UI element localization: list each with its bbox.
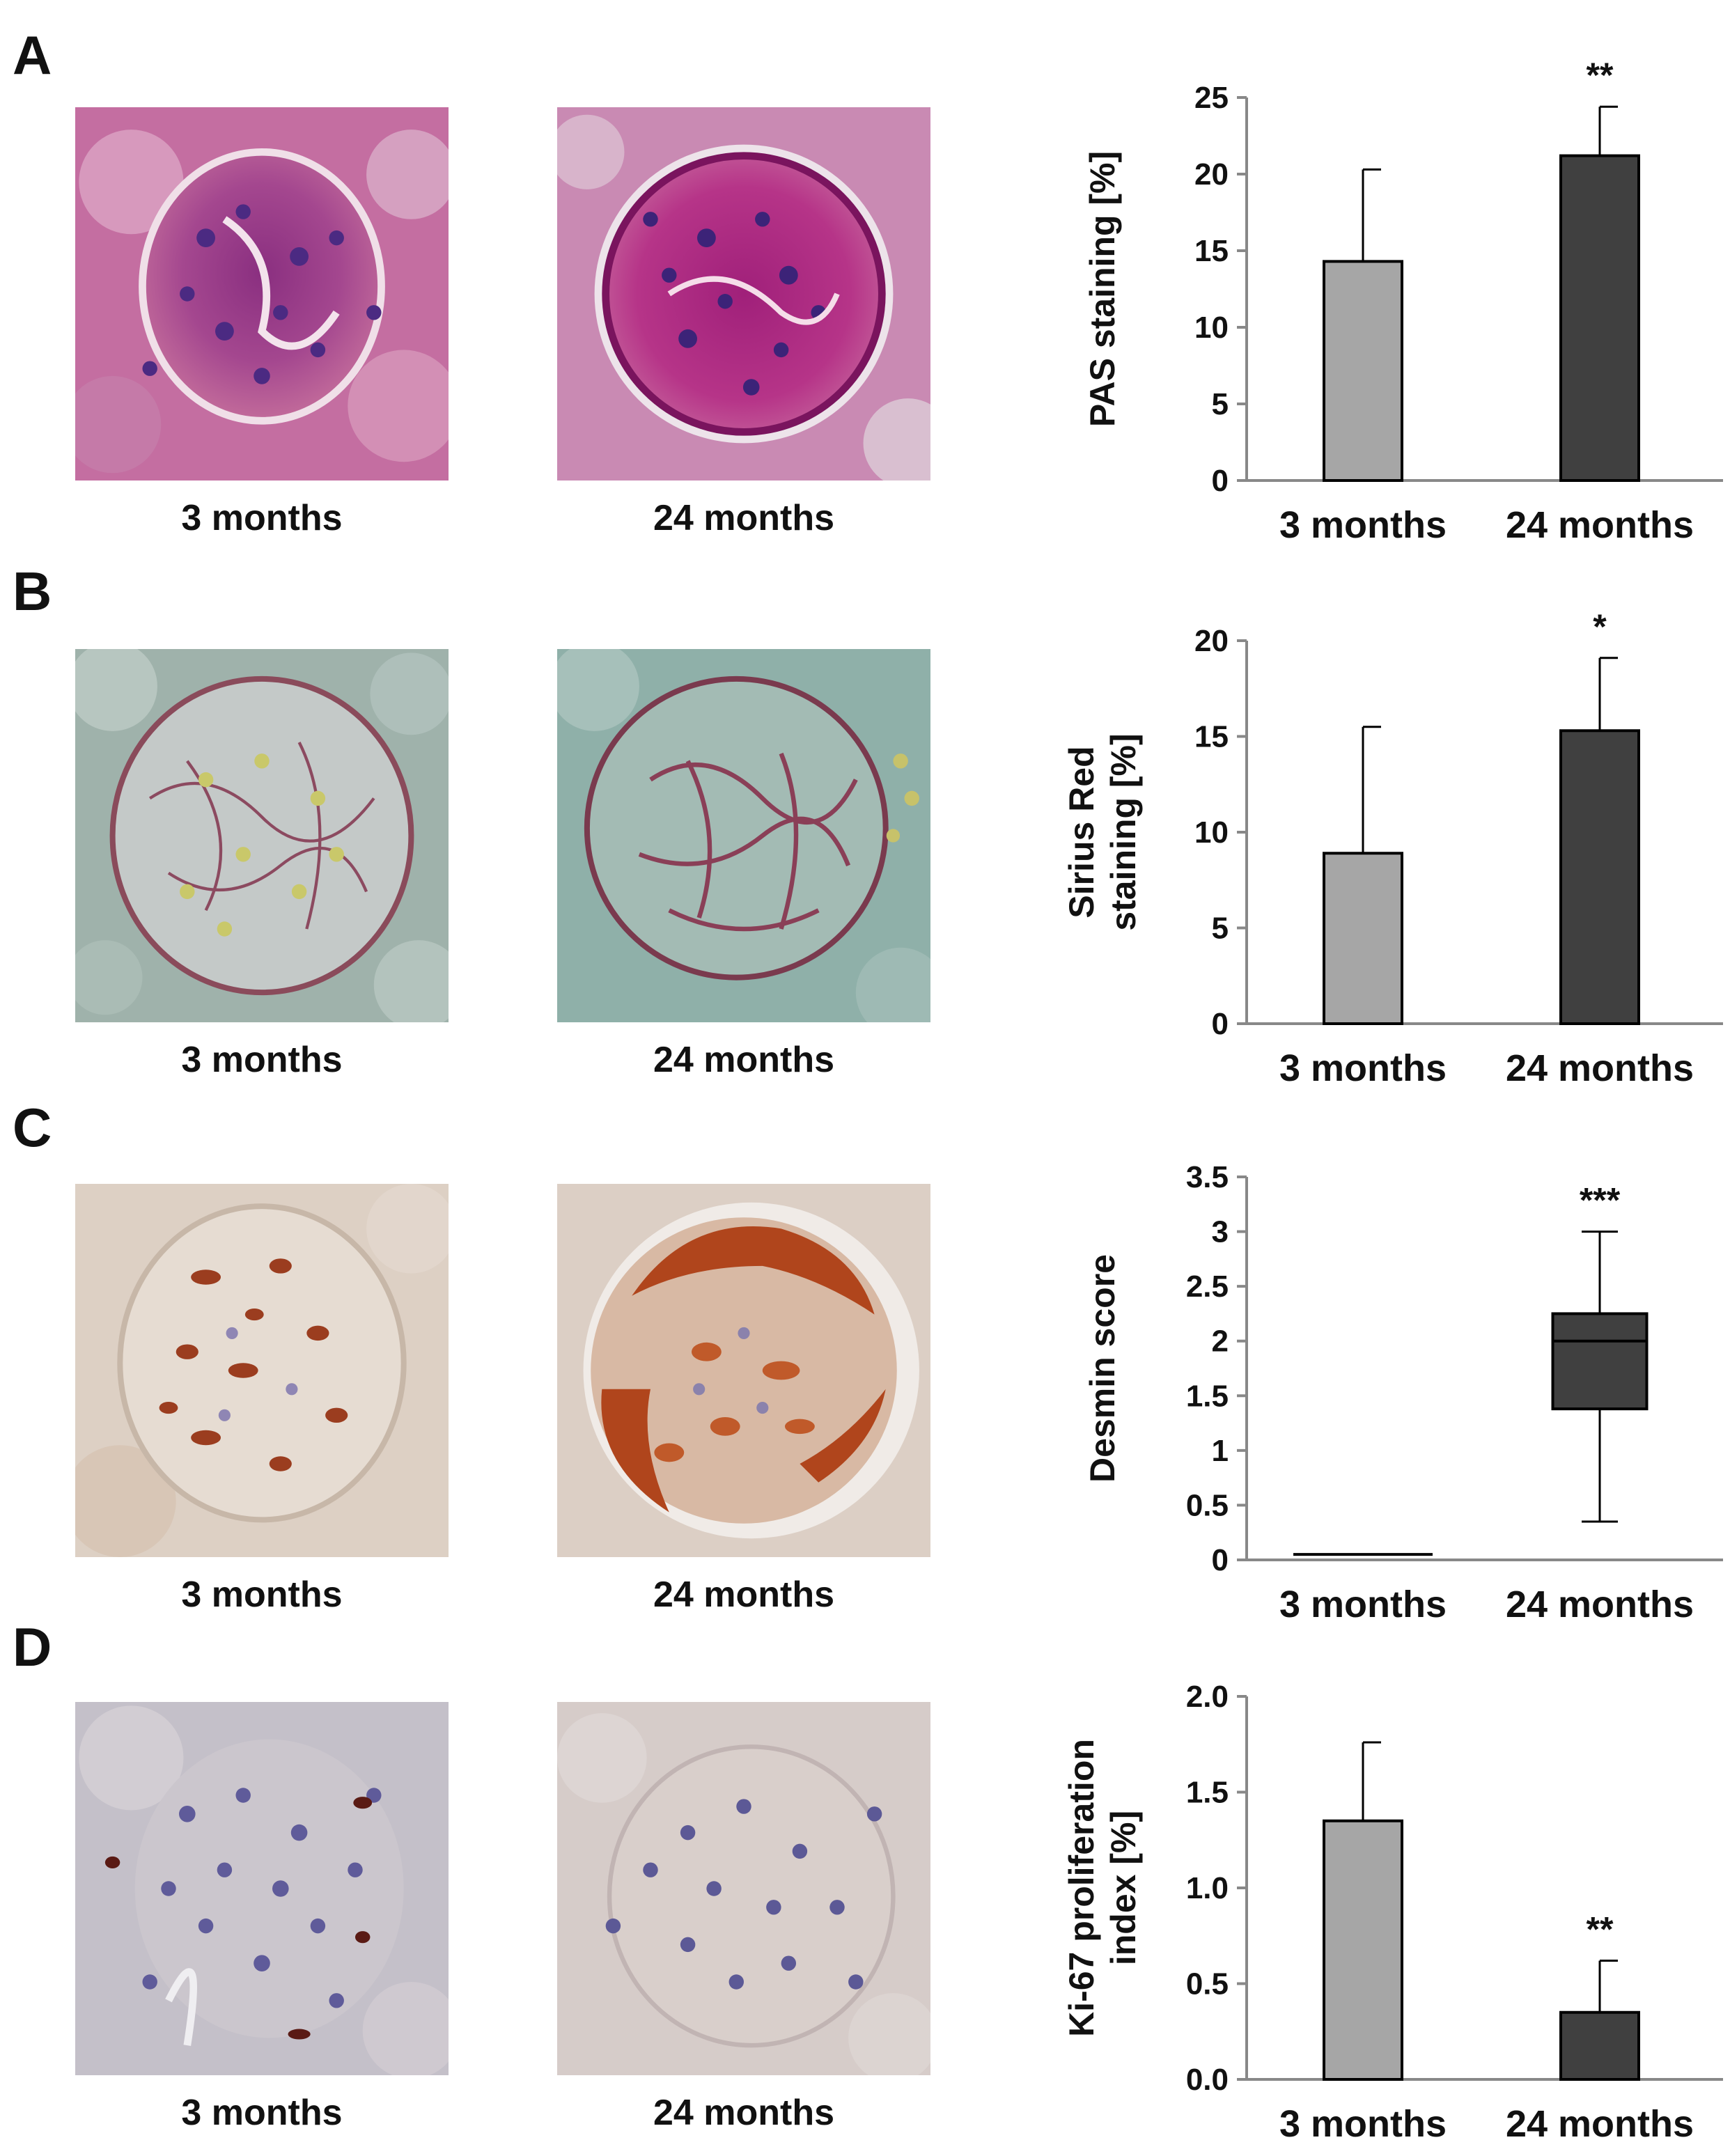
y-tick-label: 5 (1212, 387, 1229, 421)
micrograph-caption: 24 months (653, 2093, 835, 2133)
y-tick-label: 5 (1212, 912, 1229, 946)
box (1551, 1312, 1649, 1411)
panel-letter-d: D (13, 1616, 52, 1678)
y-tick-label: 0.5 (1186, 1488, 1229, 1522)
y-tick-label: 0.5 (1186, 1967, 1229, 2001)
micrograph-caption: 24 months (653, 1575, 835, 1615)
y-tick-label: 2 (1212, 1325, 1229, 1359)
x-category-label: 24 months (1506, 2103, 1694, 2145)
panel-letter-c: C (13, 1097, 52, 1158)
pas-micrograph-image (75, 107, 449, 481)
micrograph-ki67-24-months (557, 1702, 930, 2075)
ki67-micrograph-image (75, 1702, 449, 2075)
y-tick-label: 0 (1212, 1007, 1229, 1041)
bar (1323, 852, 1403, 1025)
y-tick-label: 0 (1212, 464, 1229, 498)
micrograph-ki67-3-months (75, 1702, 449, 2075)
desmin-micrograph-image (557, 1184, 930, 1557)
bar (1559, 729, 1640, 1025)
significance-marker: ** (1587, 56, 1614, 95)
significance-marker: ** (1587, 1910, 1614, 1949)
x-category-label: 24 months (1506, 1584, 1694, 1625)
micrograph-desmin-3-months (75, 1184, 449, 1557)
micrograph-caption: 3 months (181, 1040, 343, 1080)
micrograph-pas-24-months (557, 107, 930, 481)
desmin-score-box-plot: 0 0.5 1 1.5 2 2.5 3 3.5 Desmin score 3 months 24 m… (1083, 1160, 1723, 1625)
ki67-micrograph-image (557, 1702, 930, 2075)
y-tick-label: 15 (1194, 234, 1229, 268)
y-axis-label: PAS staining [%] (1083, 151, 1122, 427)
y-tick-label: 3 (1212, 1215, 1229, 1249)
bar (1323, 1819, 1403, 2081)
sirius-red-micrograph-image (557, 649, 930, 1022)
bar (1323, 260, 1403, 482)
y-tick-label: 1.0 (1186, 1871, 1229, 1905)
chart-sirius-red-staining: 0 5 10 15 20 Sirius Red staining [%] 3 months 24… (1010, 557, 1730, 1100)
y-tick-label: 1.5 (1186, 1379, 1229, 1413)
desmin-micrograph-image (75, 1184, 449, 1557)
y-tick-label: 1.5 (1186, 1776, 1229, 1810)
y-axis-label: Desmin score (1083, 1254, 1122, 1483)
y-tick-label: 2.5 (1186, 1270, 1229, 1304)
significance-marker: *** (1580, 1181, 1621, 1220)
pas-micrograph-image (557, 107, 930, 481)
y-tick-label: 1 (1212, 1434, 1229, 1468)
y-axis-label: Ki-67 proliferation (1062, 1739, 1101, 2037)
panel-letter-a: A (13, 24, 52, 86)
y-tick-label: 2.0 (1186, 1680, 1229, 1714)
micrograph-sirius-3-months (75, 649, 449, 1022)
sirius-red-micrograph-image (75, 649, 449, 1022)
chart-ki67-proliferation: 0.0 0.5 1.0 1.5 2.0 Ki-67 proliferation index … (1010, 1613, 1730, 2156)
y-tick-label: 15 (1194, 720, 1229, 754)
y-axis-label: Sirius Red (1062, 746, 1101, 918)
sirius-red-bar-chart: 0 5 10 15 20 Sirius Red staining [%] 3 months 24… (1062, 607, 1723, 1089)
panel-letter-b: B (13, 561, 52, 622)
micrograph-caption: 3 months (181, 1575, 343, 1615)
chart-desmin-score: 0 0.5 1 1.5 2 2.5 3 3.5 Desmin score 3 months 24 m… (1010, 1093, 1730, 1636)
y-axis-label: staining [%] (1104, 733, 1143, 930)
significance-marker: * (1593, 607, 1607, 646)
ki67-proliferation-bar-chart: 0.0 0.5 1.0 1.5 2.0 Ki-67 proliferation index … (1062, 1680, 1723, 2145)
x-category-label: 3 months (1279, 504, 1447, 546)
chart-pas-staining: 0 5 10 15 20 25 PAS staining [%] 3 months 24 mon… (1010, 14, 1730, 557)
y-tick-label: 0 (1212, 1543, 1229, 1577)
y-tick-label: 10 (1194, 815, 1229, 850)
y-tick-label: 25 (1194, 81, 1229, 115)
y-tick-label: 20 (1194, 157, 1229, 192)
micrograph-caption: 24 months (653, 1040, 835, 1080)
micrograph-caption: 3 months (181, 2093, 343, 2133)
pas-staining-bar-chart: 0 5 10 15 20 25 PAS staining [%] 3 months 24 mon… (1083, 56, 1723, 546)
x-category-label: 24 months (1506, 504, 1694, 546)
micrograph-caption: 24 months (653, 498, 835, 538)
bar (1559, 2010, 1640, 2081)
y-tick-label: 20 (1194, 624, 1229, 658)
micrograph-pas-3-months (75, 107, 449, 481)
y-tick-label: 10 (1194, 311, 1229, 345)
x-category-label: 24 months (1506, 1047, 1694, 1089)
x-category-label: 3 months (1279, 1584, 1447, 1625)
micrograph-sirius-24-months (557, 649, 930, 1022)
y-tick-label: 0.0 (1186, 2063, 1229, 2097)
x-category-label: 3 months (1279, 1047, 1447, 1089)
bar (1559, 154, 1640, 482)
micrograph-caption: 3 months (181, 498, 343, 538)
y-axis-label: index [%] (1104, 1811, 1143, 1965)
x-category-label: 3 months (1279, 2103, 1447, 2145)
micrograph-desmin-24-months (557, 1184, 930, 1557)
y-tick-label: 3.5 (1186, 1160, 1229, 1194)
